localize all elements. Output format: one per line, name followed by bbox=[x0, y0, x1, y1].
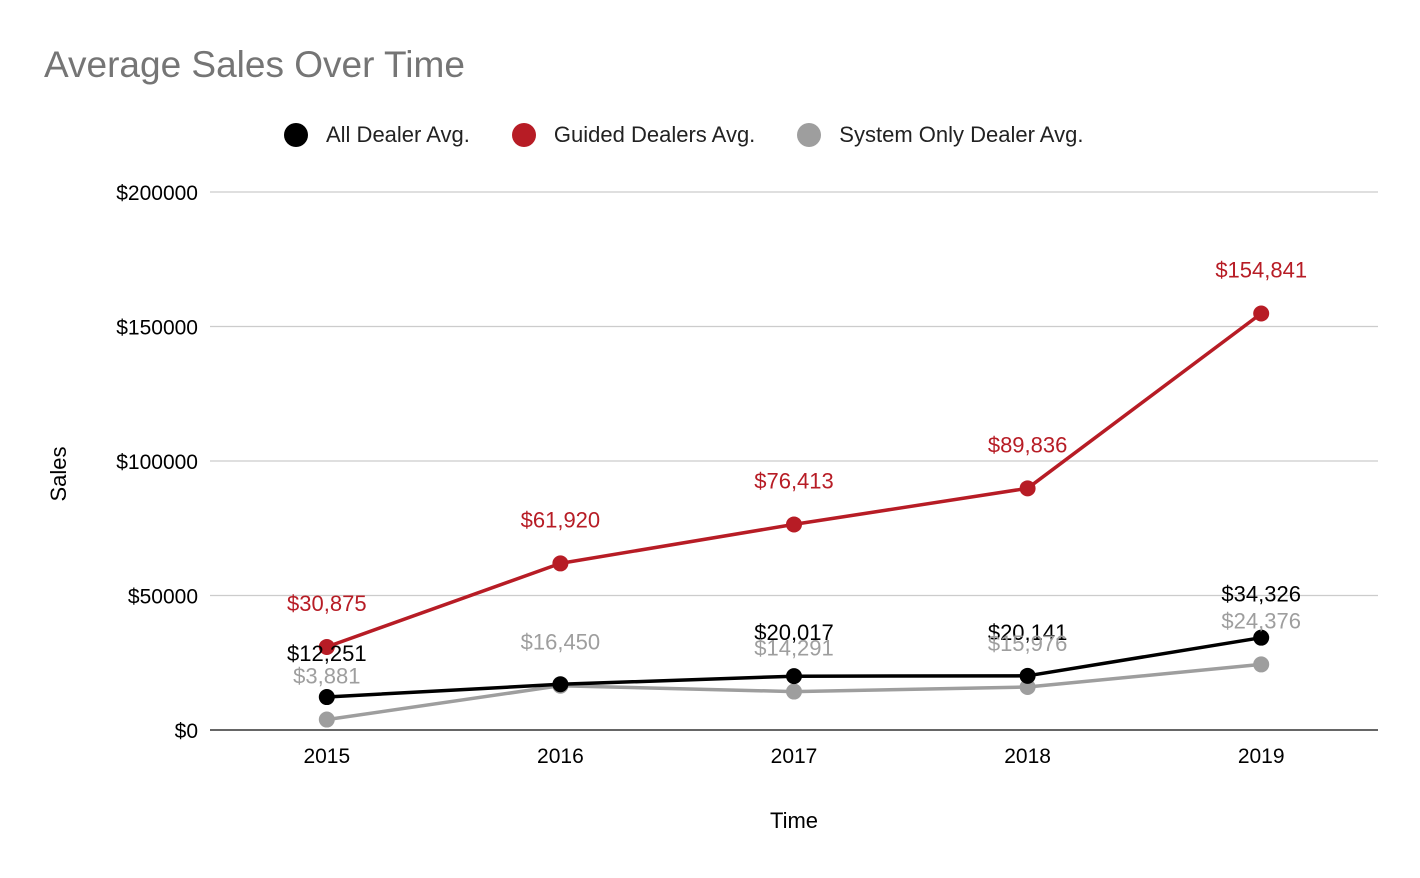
data-point[interactable] bbox=[1253, 629, 1270, 646]
data-point[interactable] bbox=[786, 668, 802, 685]
data-point[interactable] bbox=[318, 638, 335, 655]
data-point[interactable] bbox=[786, 516, 802, 533]
data-label: $20,141 bbox=[988, 620, 1068, 645]
legend-marker-system-only bbox=[797, 123, 822, 147]
x-tick-label: 2015 bbox=[303, 745, 350, 768]
data-point[interactable] bbox=[1253, 305, 1270, 322]
x-tick-label: 2018 bbox=[1004, 745, 1051, 768]
legend: All Dealer Avg. Guided Dealers Avg. Syst… bbox=[284, 118, 1125, 152]
data-label: $34,326 bbox=[1221, 582, 1301, 607]
x-tick-label: 2016 bbox=[537, 745, 584, 768]
legend-item-system-only[interactable]: System Only Dealer Avg. bbox=[797, 122, 1083, 148]
data-point[interactable] bbox=[1019, 480, 1036, 497]
y-tick-label: $0 bbox=[175, 720, 198, 743]
legend-marker-all-dealer bbox=[284, 123, 308, 147]
legend-label-guided-dealers: Guided Dealers Avg. bbox=[553, 122, 756, 147]
chart-title: Average Sales Over Time bbox=[44, 44, 465, 85]
y-tick-label: $100000 bbox=[116, 451, 198, 474]
data-label: $3,881 bbox=[293, 664, 360, 689]
data-label: $76,413 bbox=[754, 468, 834, 493]
data-label: $89,836 bbox=[988, 432, 1068, 457]
data-label: $14,291 bbox=[754, 636, 834, 661]
y-tick-label: $50000 bbox=[128, 586, 198, 609]
y-tick-label: $150000 bbox=[116, 317, 198, 340]
x-axis: 2015 2016 2017 2018 2019 bbox=[303, 745, 1284, 768]
data-point[interactable] bbox=[1019, 667, 1036, 684]
y-axis-title: Sales bbox=[46, 446, 71, 501]
data-point[interactable] bbox=[1019, 679, 1036, 696]
data-point[interactable] bbox=[318, 689, 335, 706]
data-label: $12,251 bbox=[287, 641, 367, 666]
data-point[interactable] bbox=[786, 683, 802, 700]
legend-item-all-dealer[interactable]: All Dealer Avg. bbox=[284, 122, 470, 148]
legend-marker-guided-dealers bbox=[511, 123, 536, 147]
y-tick-label: $200000 bbox=[116, 182, 198, 205]
data-label: $20,017 bbox=[754, 620, 834, 645]
series-lines bbox=[318, 305, 1270, 728]
gridlines bbox=[210, 191, 1378, 731]
data-labels: $12,251 $20,017 $20,141 $34,326 $30,875 $61,9… bbox=[287, 257, 1307, 688]
x-tick-label: 2017 bbox=[771, 745, 818, 768]
data-point[interactable] bbox=[552, 676, 569, 693]
legend-item-guided-dealers[interactable]: Guided Dealers Avg. bbox=[511, 122, 756, 148]
x-tick-label: 2019 bbox=[1238, 745, 1285, 768]
data-label: $30,875 bbox=[287, 591, 367, 616]
data-label: $24,376 bbox=[1221, 608, 1301, 633]
data-point[interactable] bbox=[318, 711, 335, 728]
legend-label-all-dealer: All Dealer Avg. bbox=[326, 122, 470, 147]
data-label: $61,920 bbox=[521, 507, 601, 532]
data-label: $15,976 bbox=[988, 631, 1068, 656]
x-axis-title: Time bbox=[770, 808, 818, 833]
y-axis: $0 $50000 $100000 $150000 $200000 bbox=[116, 182, 198, 743]
data-point[interactable] bbox=[552, 555, 569, 572]
data-label: $154,841 bbox=[1215, 257, 1307, 282]
data-label: $16,450 bbox=[521, 630, 601, 655]
legend-label-system-only: System Only Dealer Avg. bbox=[839, 122, 1084, 147]
data-point[interactable] bbox=[1253, 656, 1270, 673]
